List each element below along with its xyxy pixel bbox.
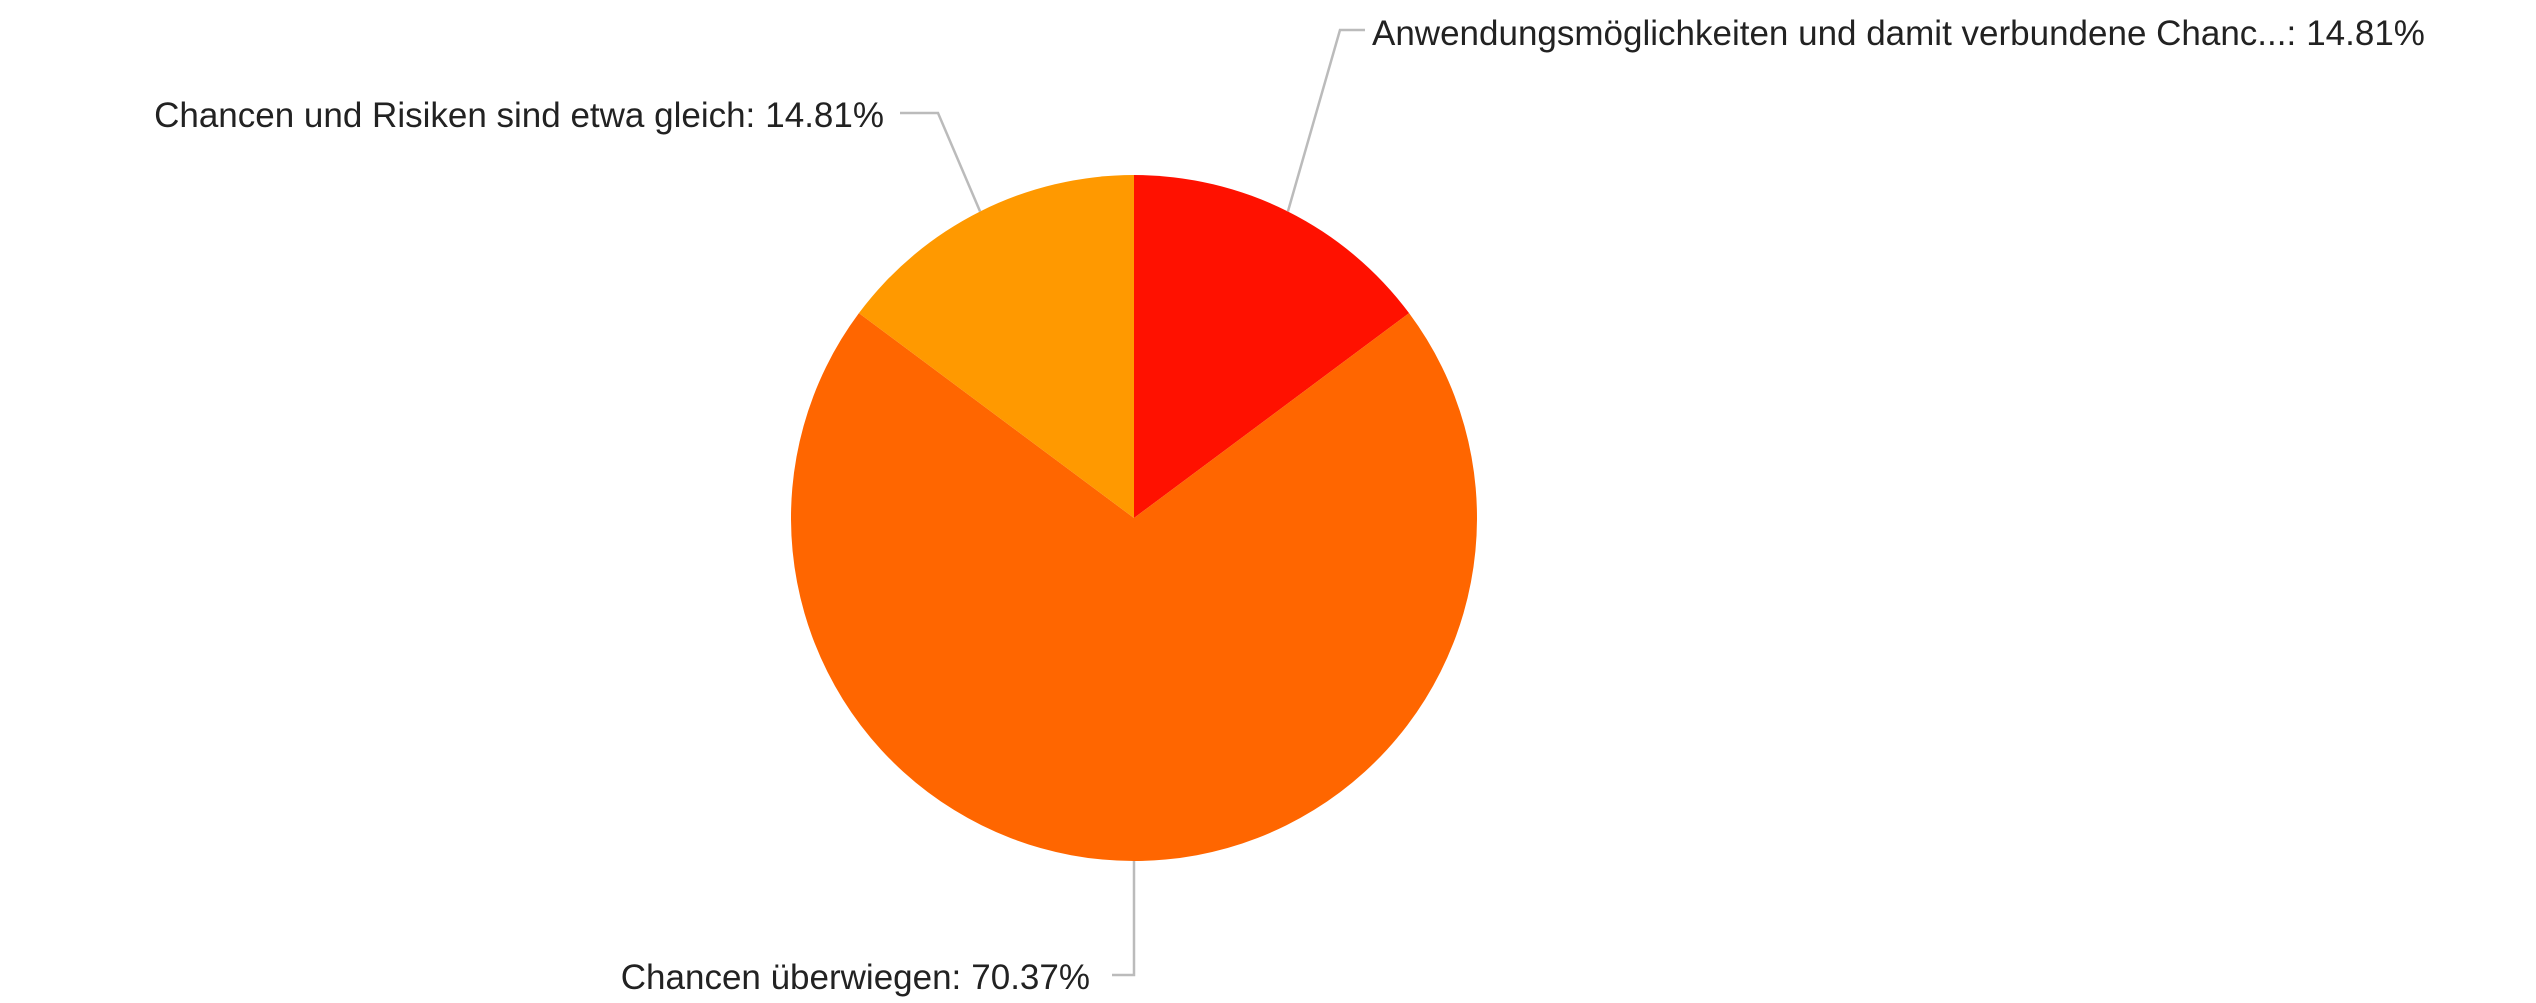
- slice-category: Chancen überwiegen:: [621, 958, 962, 997]
- slice-label: Anwendungsmöglichkeiten und damit verbun…: [1372, 14, 2425, 53]
- leader-line: [1112, 861, 1136, 977]
- slice-value-label: 14.81%: [765, 96, 884, 135]
- pie-slice: [1134, 175, 1410, 518]
- slice-category: Chancen und Risiken sind etwa gleich:: [154, 96, 755, 135]
- pie-slice: [858, 175, 1134, 518]
- plot: Anwendungsmöglichkeiten und damit verbun…: [154, 14, 2425, 997]
- slice-value-label: 70.37%: [971, 958, 1090, 997]
- slice-label: Chancen und Risiken sind etwa gleich: 14.…: [154, 96, 884, 135]
- slice-value-label: 14.81%: [2306, 14, 2425, 53]
- leader-line: [900, 111, 982, 212]
- pie-slice: [790, 313, 1477, 862]
- slice-label: Chancen überwiegen: 70.37%: [621, 958, 1090, 997]
- slice-category: Anwendungsmöglichkeiten und damit verbun…: [1372, 14, 2296, 53]
- leader-line: [1286, 28, 1365, 212]
